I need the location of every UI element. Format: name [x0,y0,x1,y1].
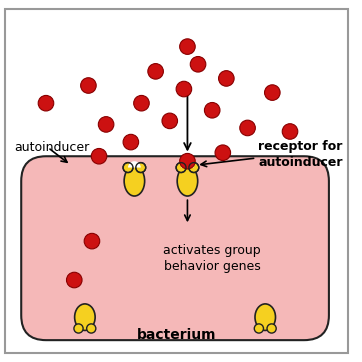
Text: autoinducer: autoinducer [14,141,89,154]
Ellipse shape [177,166,198,196]
Circle shape [67,272,82,288]
Ellipse shape [74,324,83,333]
Ellipse shape [75,304,95,331]
Circle shape [219,71,234,86]
Circle shape [282,124,298,139]
Ellipse shape [267,324,276,333]
Text: receptor for
autoinducer: receptor for autoinducer [258,140,343,169]
Ellipse shape [87,324,96,333]
Circle shape [123,134,139,150]
Ellipse shape [189,163,199,173]
Circle shape [162,113,177,129]
Circle shape [190,56,206,72]
Circle shape [84,233,100,249]
Circle shape [180,153,195,169]
Text: activates group
behavior genes: activates group behavior genes [163,244,261,273]
Circle shape [148,64,163,79]
Wedge shape [181,161,194,168]
Ellipse shape [254,324,264,333]
FancyBboxPatch shape [21,156,329,340]
Text: bacterium: bacterium [137,328,216,342]
Circle shape [205,102,220,118]
Ellipse shape [124,166,145,196]
Circle shape [240,120,255,136]
Circle shape [98,117,114,132]
Circle shape [176,81,192,97]
Ellipse shape [176,163,186,173]
Circle shape [91,148,107,164]
Circle shape [38,96,54,111]
Circle shape [265,85,280,100]
Circle shape [215,145,231,160]
Circle shape [81,78,96,93]
Circle shape [134,96,149,111]
Circle shape [180,39,195,54]
Ellipse shape [136,163,146,173]
Ellipse shape [255,304,275,331]
Ellipse shape [123,163,133,173]
Wedge shape [128,161,141,168]
